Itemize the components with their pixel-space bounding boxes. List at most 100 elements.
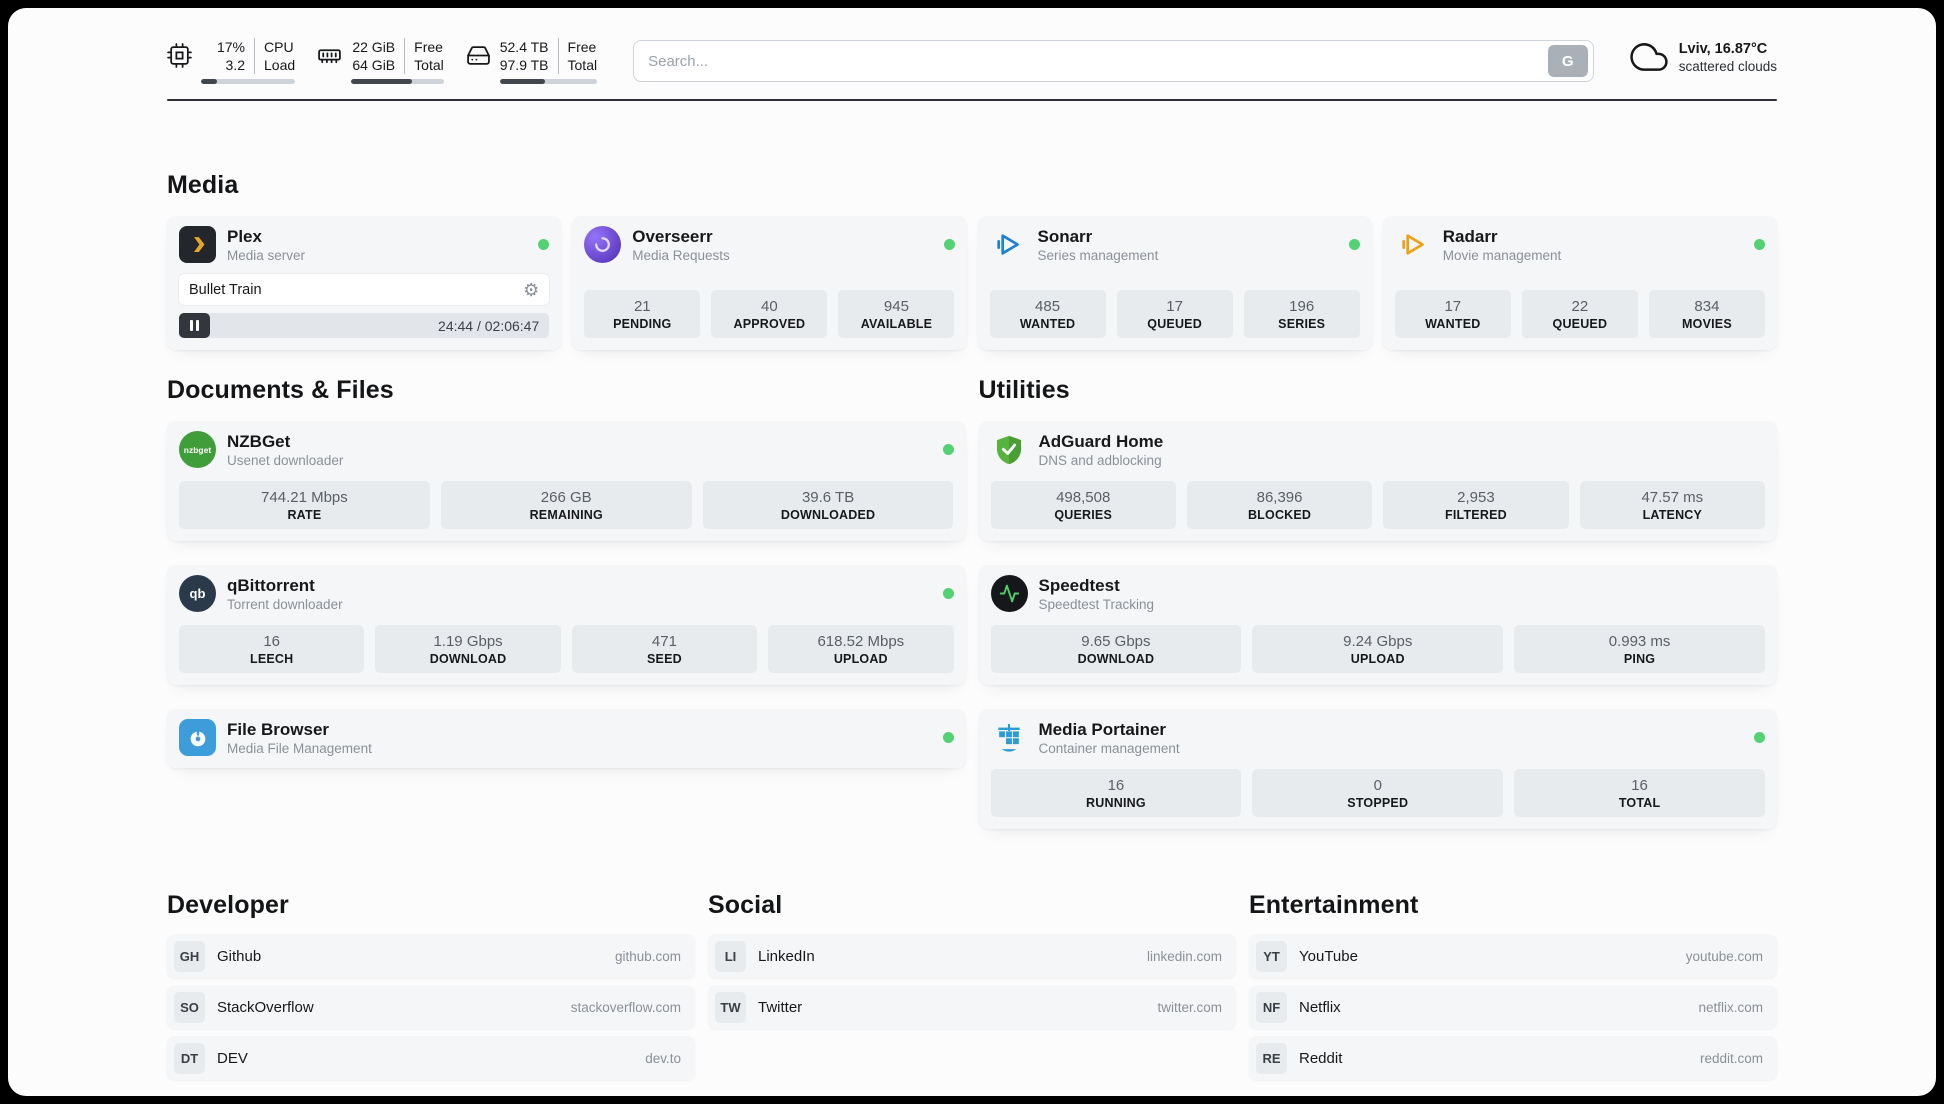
divider [557, 38, 559, 74]
stat-tile-pending: 21 PENDING [584, 290, 701, 338]
radarr-icon [1395, 226, 1432, 263]
status-online-dot [942, 732, 954, 743]
bookmark-twitter[interactable]: TW Twitter twitter.com [708, 985, 1236, 1029]
app-card-plex[interactable]: Plex Media server Bullet Train ⚙ 24:44 /… [167, 216, 562, 350]
app-card-qbittorrent[interactable]: qb qBittorrent Torrent downloader 16 LEE… [167, 565, 966, 685]
linkedin-icon: LI [715, 940, 746, 972]
app-card-adguard[interactable]: AdGuard Home DNS and adblocking 498,508 … [978, 421, 1777, 541]
bookmark-reddit[interactable]: RE Reddit reddit.com [1249, 1036, 1777, 1080]
bookmark-youtube[interactable]: YT YouTube youtube.com [1249, 934, 1777, 978]
stat-row: 21 PENDING 40 APPROVED 945 AVAILABLE [584, 277, 955, 338]
bookmark-linkedin[interactable]: LI LinkedIn linkedin.com [708, 934, 1236, 978]
section-title-media: Media [167, 171, 239, 199]
stat-label: LEECH [250, 652, 294, 666]
memory-widget: 22 GiB 64 GiB Free Total [317, 38, 444, 84]
divider [404, 38, 406, 74]
playback-progress-bar[interactable]: 24:44 / 02:06:47 [179, 313, 550, 338]
stat-row: 17 WANTED 22 QUEUED 834 MOVIES [1394, 277, 1765, 338]
app-card-radarr[interactable]: Radarr Movie management 17 WANTED 22 QUE… [1382, 216, 1777, 350]
stat-label: FILTERED [1445, 508, 1507, 522]
bookmark-github[interactable]: GH Github github.com [167, 934, 695, 978]
bookmark-url: linkedin.com [1146, 948, 1222, 964]
app-card-overseerr[interactable]: Overseerr Media Requests 21 PENDING 40 A… [572, 216, 967, 350]
stat-label: UPLOAD [833, 652, 888, 666]
app-desc: Usenet downloader [227, 452, 344, 468]
divider [254, 38, 255, 74]
bookmark-group-entertainment: Entertainment YT YouTube youtube.com NF … [1249, 891, 1777, 1087]
stat-tile-upload: 9.24 Gbps UPLOAD [1252, 625, 1504, 673]
stat-label: STOPPED [1347, 796, 1409, 810]
app-desc: Torrent downloader [227, 596, 343, 612]
stat-value: 22 [1571, 298, 1589, 315]
disk-total-label: Total [567, 57, 598, 73]
ram-icon [317, 43, 342, 84]
app-head: AdGuard Home DNS and adblocking [991, 431, 1766, 468]
bookmark-dev[interactable]: DT DEV dev.to [167, 1036, 695, 1080]
app-card-nzbget[interactable]: nzbget NZBGet Usenet downloader 744.21 M… [167, 421, 966, 541]
memory-free-label: Free [414, 39, 443, 55]
section-title-developer: Developer [167, 891, 289, 919]
stat-tile-queued: 17 QUEUED [1116, 290, 1233, 338]
disk-total-value: 97.9 TB [499, 57, 549, 73]
nzbget-icon: nzbget [179, 431, 216, 468]
section-title-utilities: Utilities [978, 376, 1070, 404]
stat-label: PING [1623, 652, 1656, 666]
search-engine-button[interactable]: G [1547, 45, 1588, 77]
app-desc: Series management [1037, 247, 1159, 263]
stat-value: 196 [1289, 298, 1315, 315]
app-card-sonarr[interactable]: Sonarr Series management 485 WANTED 17 Q… [977, 216, 1372, 350]
bookmark-url: dev.to [645, 1050, 681, 1066]
cpu-widget: 17% 3.2 CPU Load [167, 38, 296, 84]
search-box: G [633, 40, 1594, 82]
stat-label: WANTED [1425, 317, 1481, 331]
app-card-portainer[interactable]: Media Portainer Container management 16 … [978, 709, 1777, 829]
bookmark-group-developer: Developer GH Github github.com SO StackO… [167, 891, 695, 1087]
app-name: Media Portainer [1038, 719, 1167, 739]
stat-tile-ping: 0.993 ms PING [1514, 625, 1765, 673]
search-input[interactable] [648, 52, 1548, 70]
stat-tile-wanted: 485 WANTED [989, 290, 1106, 338]
netflix-icon: NF [1256, 991, 1287, 1023]
gear-icon[interactable]: ⚙ [523, 279, 540, 300]
app-card-filebrowser[interactable]: File Browser Media File Management [167, 709, 966, 768]
app-card-speedtest[interactable]: Speedtest Speedtest Tracking 9.65 Gbps D… [978, 565, 1777, 685]
portainer-icon [991, 719, 1028, 756]
stat-tile-running: 16 RUNNING [990, 769, 1242, 817]
stat-value: 0 [1373, 777, 1382, 794]
cpu-progress-bar [201, 79, 296, 84]
bookmark-name: Twitter [758, 998, 803, 1016]
memory-free-value: 22 GiB [352, 39, 396, 55]
stat-row: 498,508 QUERIES 86,396 BLOCKED 2,953 FIL… [990, 468, 1765, 529]
status-online-dot [1754, 732, 1765, 743]
stat-tile-movies: 834 MOVIES [1648, 290, 1765, 338]
status-online-dot [1754, 239, 1765, 250]
stat-value: 744.21 Mbps [261, 489, 348, 506]
stat-value: 86,396 [1256, 489, 1303, 506]
status-online-dot [942, 444, 954, 455]
dev-icon: DT [174, 1042, 205, 1074]
stat-value: 47.57 ms [1641, 489, 1704, 506]
stat-value: 485 [1035, 298, 1061, 315]
weather-widget: Lviv, 16.87°C scattered clouds [1630, 38, 1777, 76]
bookmark-name: DEV [217, 1049, 248, 1067]
youtube-icon: YT [1256, 940, 1287, 972]
weather-condition: scattered clouds [1678, 58, 1777, 74]
stat-value: 21 [633, 298, 651, 315]
bookmark-netflix[interactable]: NF Netflix netflix.com [1249, 985, 1777, 1029]
stat-tile-download: 1.19 Gbps DOWNLOAD [375, 625, 561, 673]
stat-row: 16 RUNNING 0 STOPPED 16 TOTAL [990, 756, 1766, 817]
stat-row: 16 LEECH 1.19 Gbps DOWNLOAD 471 SEED 6 [179, 612, 954, 673]
section-utilities: Utilities AdGuard Home DNS and adblockin… [978, 376, 1777, 829]
app-head: nzbget NZBGet Usenet downloader [179, 431, 954, 468]
pause-button[interactable] [179, 313, 210, 338]
stat-label: REMAINING [529, 508, 603, 522]
stat-value: 17 [1444, 298, 1462, 315]
cpu-widget-body: 17% 3.2 CPU Load [201, 38, 296, 84]
stat-label: QUEUED [1552, 317, 1608, 331]
app-name: NZBGet [227, 431, 291, 451]
stat-value: 17 [1166, 298, 1183, 315]
bookmark-stackoverflow[interactable]: SO StackOverflow stackoverflow.com [167, 985, 695, 1029]
stat-value: 266 GB [540, 489, 592, 506]
stat-value: 498,508 [1056, 489, 1111, 506]
app-desc: Container management [1038, 740, 1180, 756]
